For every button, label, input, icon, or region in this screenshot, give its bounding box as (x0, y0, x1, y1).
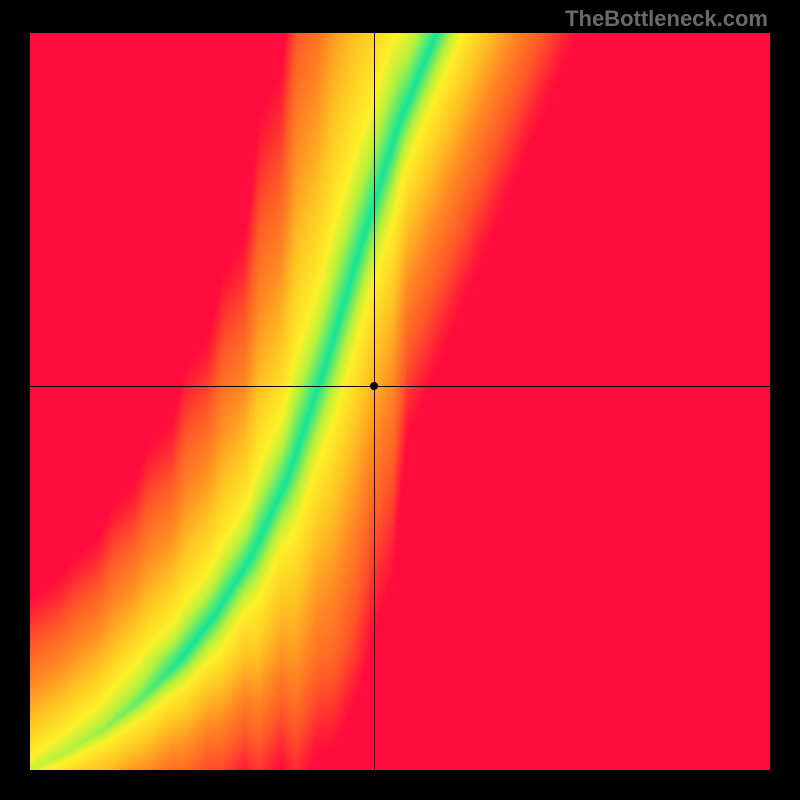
watermark-text: TheBottleneck.com (565, 6, 768, 32)
crosshair-vertical (374, 33, 375, 770)
heatmap-canvas (30, 33, 770, 770)
crosshair-marker (370, 382, 378, 390)
crosshair-horizontal (30, 386, 770, 387)
heatmap-plot (30, 33, 770, 770)
